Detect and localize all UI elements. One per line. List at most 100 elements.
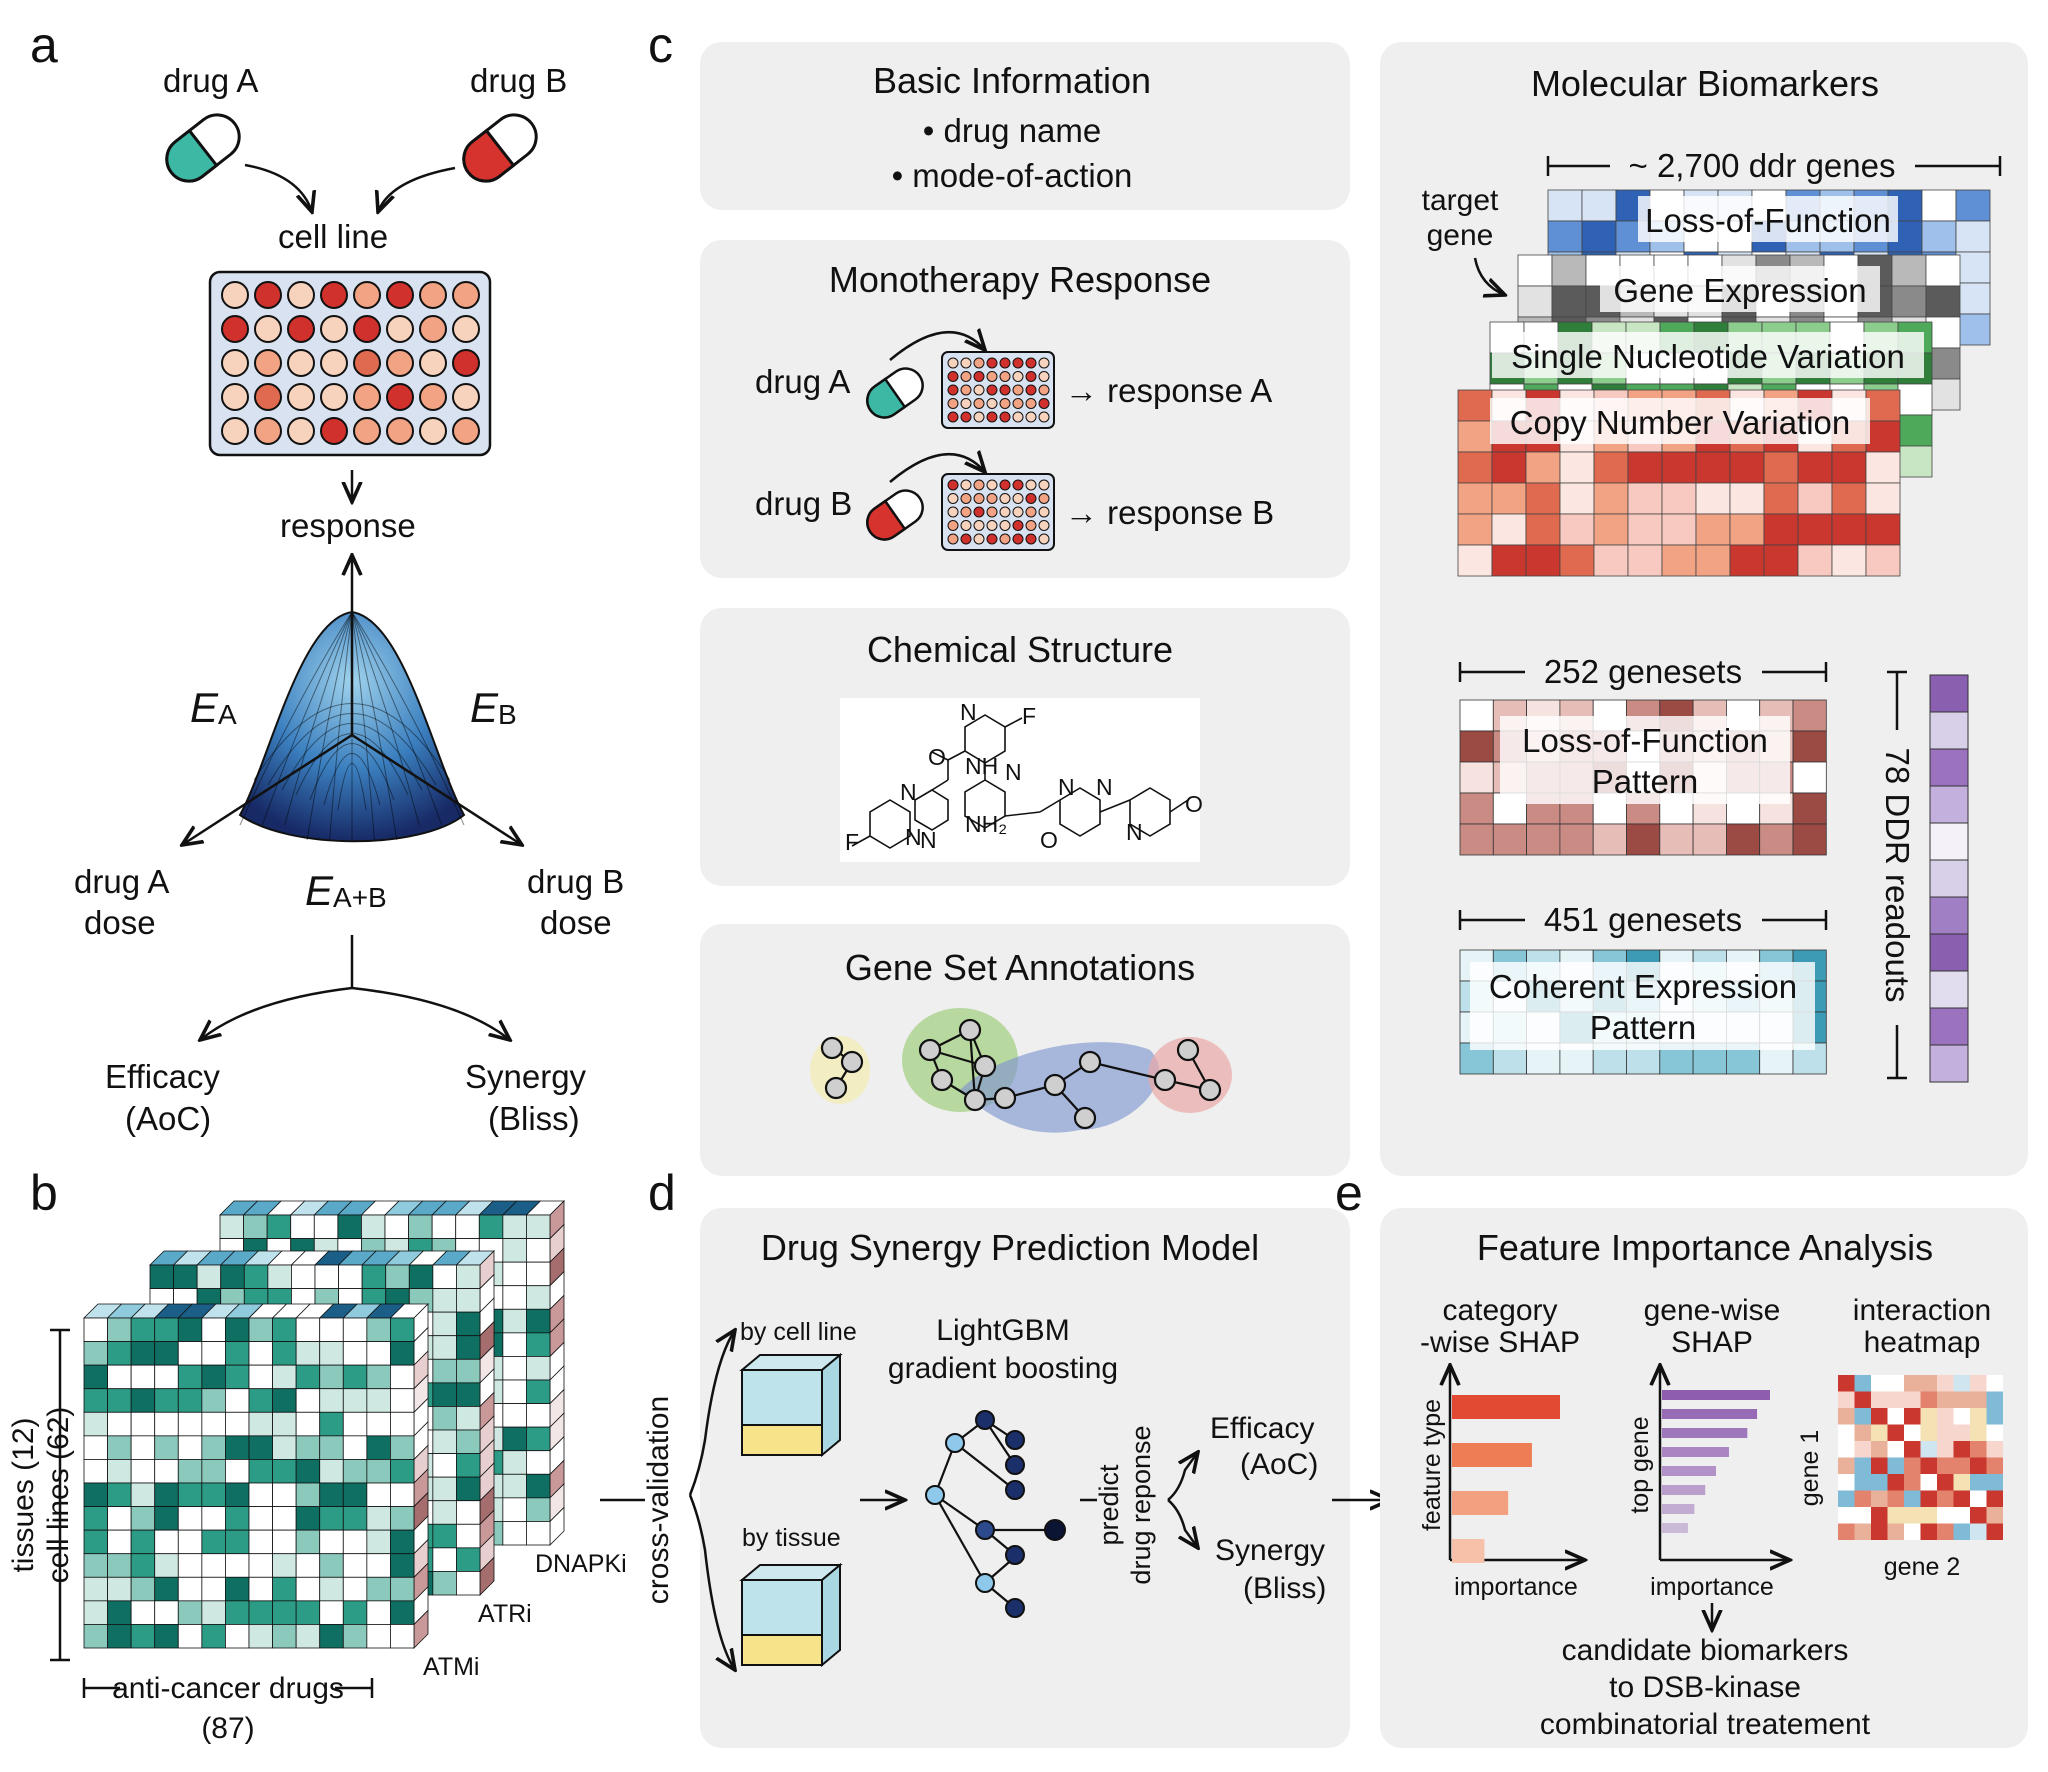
omics-cell — [1729, 544, 1765, 577]
gene-shap-label-1: gene-wise — [1644, 1294, 1781, 1327]
front-cell — [342, 1435, 368, 1460]
grid-line — [239, 611, 353, 826]
front-cell — [366, 1411, 391, 1437]
front-cell — [225, 1459, 250, 1484]
front-cell — [154, 1459, 179, 1484]
front-cell — [130, 1388, 156, 1413]
heatmap-label-1: interaction — [1853, 1294, 1991, 1327]
front-cell — [314, 1264, 339, 1289]
front-cell — [502, 1285, 527, 1310]
front-cell — [295, 1364, 321, 1390]
front-cell — [319, 1529, 344, 1555]
front-cell — [201, 1529, 226, 1555]
heat-cell — [1970, 1441, 1987, 1458]
front-cell — [107, 1624, 132, 1649]
mini-well — [999, 533, 1011, 545]
front-cell — [432, 1500, 457, 1525]
predict-label-1: predict — [1094, 1464, 1124, 1546]
mini-well — [1038, 411, 1050, 423]
heat-cell — [1838, 1424, 1855, 1441]
gene-bars — [1662, 1390, 1770, 1533]
front-cell — [83, 1459, 108, 1484]
mono-drug-a-pill-icon — [866, 367, 924, 419]
grid-line — [351, 611, 420, 826]
mini-well — [986, 493, 998, 504]
heatmap-label-2: heatmap — [1864, 1326, 1981, 1359]
eb-label: EB — [470, 684, 517, 731]
mini-well — [999, 520, 1011, 531]
front-cell — [319, 1317, 344, 1342]
front-cell — [526, 1450, 551, 1475]
gene-bar — [1662, 1409, 1758, 1419]
front-cell — [390, 1529, 415, 1555]
front-cell — [154, 1600, 179, 1625]
front-cell — [390, 1600, 415, 1625]
lof-cell — [1792, 761, 1827, 794]
cnv-layer-label: Copy Number Variation — [1510, 404, 1851, 441]
omics-cell — [1661, 482, 1697, 515]
mini-well — [960, 506, 972, 518]
front-cell — [295, 1506, 321, 1531]
front-cell — [432, 1358, 457, 1384]
mini-well — [999, 398, 1011, 409]
heat-cell — [1953, 1391, 1970, 1408]
omics-cell — [1491, 513, 1527, 546]
lof-cell — [1792, 730, 1827, 763]
front-cell — [432, 1288, 457, 1313]
omics-cell — [1491, 544, 1527, 577]
front-cell — [83, 1341, 108, 1366]
heat-cell — [1904, 1408, 1921, 1425]
mini-well — [973, 371, 985, 382]
well — [320, 281, 348, 309]
omics-cell — [1865, 389, 1901, 422]
atom-o3: O — [1185, 791, 1203, 817]
cv-arrow-down — [688, 1494, 735, 1670]
heat-cell — [1887, 1457, 1904, 1474]
grid-line — [323, 753, 381, 806]
front-cell — [502, 1450, 527, 1475]
atom-o1: O — [928, 744, 946, 770]
front-cell — [130, 1506, 156, 1531]
omics-cell — [1559, 544, 1595, 577]
heat-cell — [1838, 1474, 1855, 1491]
front-cell — [154, 1529, 179, 1555]
front-cell — [83, 1600, 108, 1625]
omics-cell — [1593, 482, 1629, 515]
front-cell — [248, 1506, 273, 1531]
omics-cell — [1559, 482, 1595, 515]
front-cell — [225, 1553, 250, 1578]
front-cell — [342, 1341, 368, 1366]
well — [287, 383, 315, 411]
mini-well — [960, 479, 972, 491]
front-cell — [130, 1459, 156, 1484]
well — [386, 281, 414, 309]
front-cell — [248, 1317, 273, 1342]
omics-cell — [1763, 544, 1799, 577]
heat-cell — [1970, 1474, 1987, 1491]
front-cell — [295, 1388, 321, 1413]
monotherapy-title: Monotherapy Response — [829, 259, 1211, 300]
front-cell — [201, 1388, 226, 1413]
mono-drug-a-label: drug A — [755, 363, 850, 400]
omics-cell — [1491, 482, 1527, 515]
front-cell — [502, 1356, 527, 1381]
mini-well — [947, 493, 959, 504]
omics-cell — [1797, 482, 1833, 515]
omics-cell — [1551, 285, 1587, 318]
ddr-readout-bar — [1929, 674, 1969, 1083]
mini-well — [947, 357, 959, 369]
heat-cell — [1970, 1523, 1987, 1540]
heat-cell — [1920, 1441, 1937, 1458]
mini-well — [986, 398, 998, 409]
front-cell — [432, 1264, 457, 1289]
readout-cell — [1929, 785, 1969, 824]
heat-cell — [1854, 1375, 1871, 1392]
heat-cell — [1887, 1474, 1904, 1491]
front-cell — [342, 1529, 368, 1555]
omics-cell — [1695, 482, 1731, 515]
gene-bar — [1662, 1466, 1716, 1476]
front-cell — [366, 1553, 391, 1578]
well — [452, 383, 480, 411]
front-cell — [390, 1317, 415, 1342]
lof-cell — [1459, 761, 1494, 794]
